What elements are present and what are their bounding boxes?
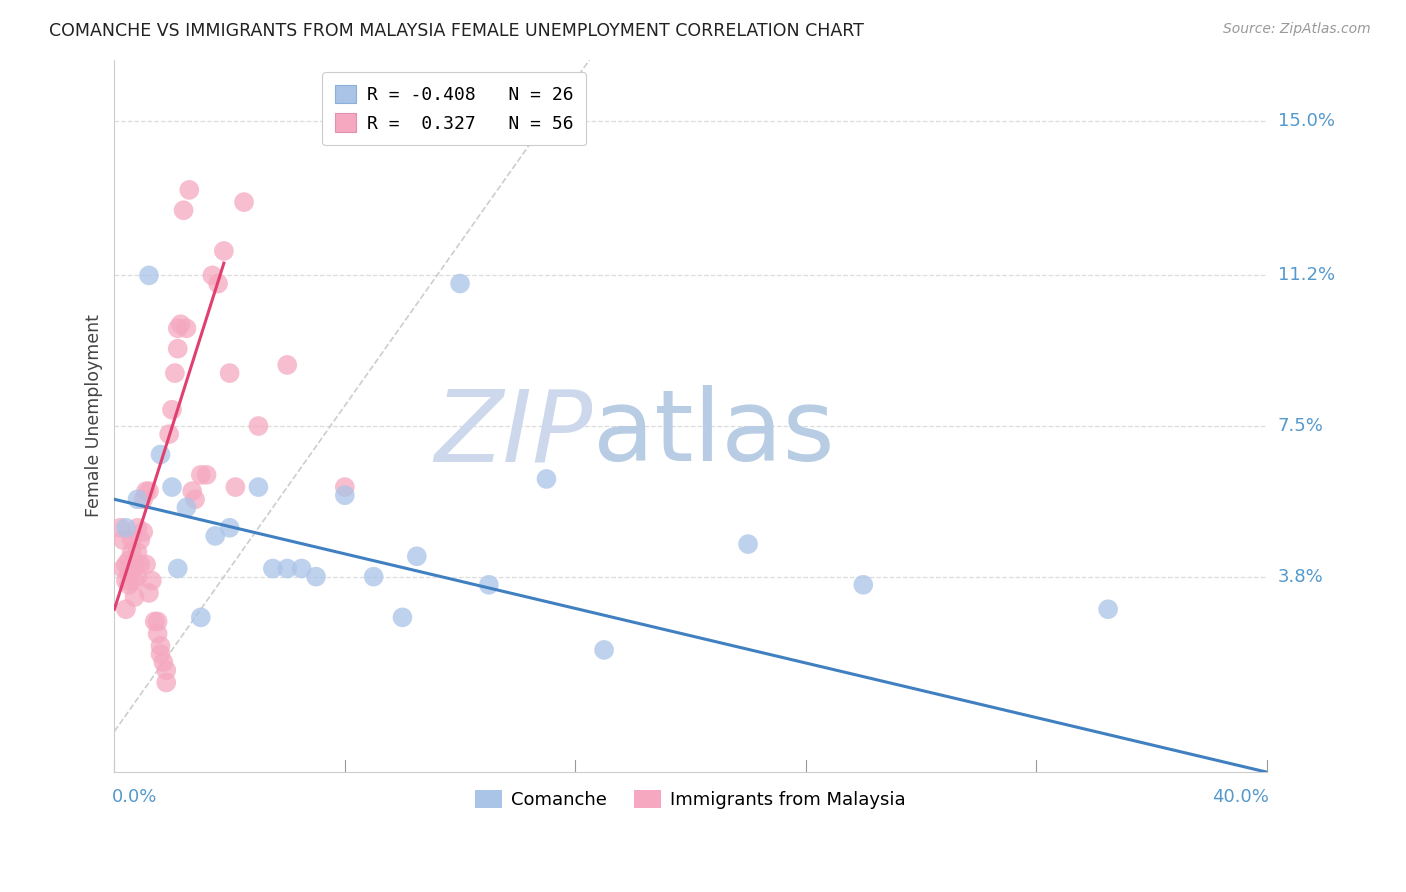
Point xyxy=(146,626,169,640)
Point xyxy=(333,480,356,494)
Text: 7.5%: 7.5% xyxy=(1278,417,1323,435)
Point xyxy=(737,537,759,551)
Point xyxy=(201,268,224,283)
Point xyxy=(262,561,284,575)
Text: ZIP: ZIP xyxy=(434,385,592,483)
Point xyxy=(143,615,166,629)
Point xyxy=(155,675,177,690)
Point xyxy=(179,183,201,197)
Point xyxy=(118,553,141,567)
Point xyxy=(108,521,131,535)
Point xyxy=(218,366,240,380)
Point xyxy=(224,480,246,494)
Point xyxy=(163,366,186,380)
Point xyxy=(160,480,183,494)
Point xyxy=(195,467,218,482)
Point xyxy=(593,643,616,657)
Point xyxy=(129,558,152,572)
Point xyxy=(184,492,207,507)
Point xyxy=(247,419,270,434)
Point xyxy=(190,610,212,624)
Point xyxy=(536,472,558,486)
Point xyxy=(118,566,141,580)
Point xyxy=(149,647,172,661)
Point xyxy=(204,529,226,543)
Point xyxy=(121,533,143,547)
Point xyxy=(276,561,298,575)
Point xyxy=(124,558,146,572)
Point xyxy=(129,533,152,547)
Point xyxy=(124,590,146,604)
Point xyxy=(207,277,229,291)
Text: Source: ZipAtlas.com: Source: ZipAtlas.com xyxy=(1223,22,1371,37)
Point xyxy=(233,195,256,210)
Point xyxy=(115,521,138,535)
Y-axis label: Female Unemployment: Female Unemployment xyxy=(86,314,103,517)
Point xyxy=(115,558,138,572)
Text: atlas: atlas xyxy=(592,385,834,483)
Point xyxy=(132,492,155,507)
Point xyxy=(152,655,174,669)
Point xyxy=(138,484,160,499)
Point xyxy=(138,586,160,600)
Point xyxy=(333,488,356,502)
Point xyxy=(166,342,188,356)
Text: 0.0%: 0.0% xyxy=(111,789,157,806)
Point xyxy=(146,615,169,629)
Point xyxy=(218,521,240,535)
Point xyxy=(155,663,177,677)
Point xyxy=(166,561,188,575)
Point xyxy=(112,533,135,547)
Point xyxy=(190,467,212,482)
Point xyxy=(160,402,183,417)
Text: 3.8%: 3.8% xyxy=(1278,567,1323,586)
Text: 11.2%: 11.2% xyxy=(1278,267,1334,285)
Point xyxy=(135,484,157,499)
Point xyxy=(405,549,427,564)
Point xyxy=(141,574,163,588)
Point xyxy=(127,569,149,583)
Point xyxy=(138,268,160,283)
Legend: Comanche, Immigrants from Malaysia: Comanche, Immigrants from Malaysia xyxy=(468,782,912,816)
Point xyxy=(127,521,149,535)
Text: 40.0%: 40.0% xyxy=(1212,789,1270,806)
Point xyxy=(176,500,198,515)
Point xyxy=(449,277,471,291)
Point xyxy=(121,545,143,559)
Point xyxy=(149,639,172,653)
Point xyxy=(173,203,195,218)
Point xyxy=(115,602,138,616)
Point xyxy=(124,574,146,588)
Point xyxy=(112,561,135,575)
Text: 15.0%: 15.0% xyxy=(1278,112,1334,129)
Point xyxy=(157,427,180,442)
Point xyxy=(305,569,328,583)
Point xyxy=(181,484,204,499)
Text: COMANCHE VS IMMIGRANTS FROM MALAYSIA FEMALE UNEMPLOYMENT CORRELATION CHART: COMANCHE VS IMMIGRANTS FROM MALAYSIA FEM… xyxy=(49,22,865,40)
Point xyxy=(247,480,270,494)
Point xyxy=(291,561,314,575)
Point xyxy=(212,244,235,258)
Point xyxy=(132,524,155,539)
Point xyxy=(478,578,501,592)
Point xyxy=(1097,602,1119,616)
Point xyxy=(166,321,188,335)
Point xyxy=(176,321,198,335)
Point xyxy=(149,448,172,462)
Point xyxy=(115,574,138,588)
Point xyxy=(169,317,191,331)
Point xyxy=(276,358,298,372)
Point xyxy=(363,569,385,583)
Point xyxy=(852,578,875,592)
Point xyxy=(127,545,149,559)
Point xyxy=(118,578,141,592)
Point xyxy=(127,492,149,507)
Point xyxy=(135,558,157,572)
Point xyxy=(391,610,413,624)
